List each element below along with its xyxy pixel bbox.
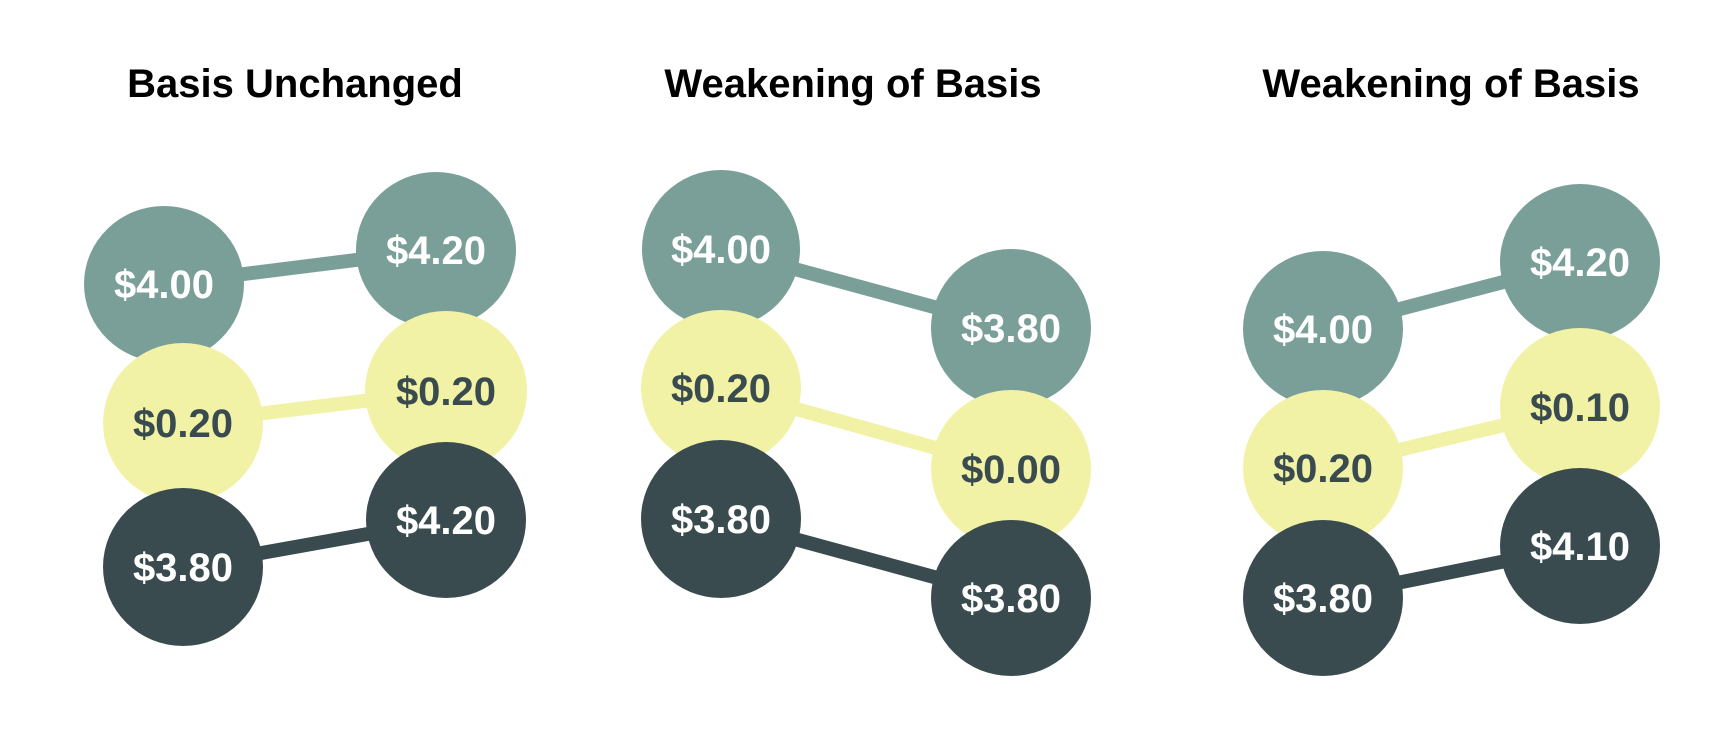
panel-title: Weakening of Basis (1262, 62, 1639, 106)
row-yellow: $0.20 $0.10 (1243, 328, 1660, 546)
node-after-circle (356, 172, 516, 328)
node-after-value: $0.10 (1530, 386, 1630, 430)
node-after-circle (1500, 468, 1660, 624)
panel-2: Weakening of Basis$4.00$3.80$0.20$0.00$3… (641, 62, 1091, 676)
node-after-value: $4.20 (386, 229, 486, 273)
node-before-circle (1243, 520, 1403, 676)
panel-3: Weakening of Basis $4.00 $4.20 $0.20 $0.10 $3… (1243, 62, 1660, 676)
node-after-circle (365, 311, 527, 471)
row-yellow: $0.20 $0.20 (103, 311, 527, 503)
node-before-circle (84, 206, 244, 362)
node-before-value: $0.20 (671, 367, 771, 411)
row-teal: $4.00 $4.20 (84, 172, 516, 362)
node-before-circle (103, 343, 263, 503)
node-before-circle (103, 488, 263, 646)
node-after-value: $3.80 (961, 307, 1061, 351)
row-dark: $3.80 $3.80 (641, 440, 1091, 676)
node-after-circle (931, 249, 1091, 407)
node-after-circle (931, 520, 1091, 676)
node-before-circle (641, 310, 801, 466)
node-before-circle (1243, 251, 1403, 407)
node-before-value: $4.00 (1273, 308, 1373, 352)
node-before-circle (1243, 390, 1403, 546)
node-after-value: $0.00 (961, 448, 1061, 492)
node-after-value: $0.20 (396, 370, 496, 414)
panel-1: Basis Unchanged$4.00$4.20$0.20$0.20$3.80… (84, 62, 527, 646)
node-before-value: $0.20 (133, 402, 233, 446)
row-dark: $3.80 $4.10 (1243, 468, 1660, 676)
node-before-value: $4.00 (671, 228, 771, 272)
node-before-value: $3.80 (671, 498, 771, 542)
node-after-circle (366, 442, 526, 598)
node-before-value: $3.80 (1273, 577, 1373, 621)
node-before-value: $0.20 (1273, 447, 1373, 491)
node-after-circle (1500, 184, 1660, 340)
row-yellow: $0.20 $0.00 (641, 310, 1091, 548)
node-after-value: $3.80 (961, 577, 1061, 621)
row-dark: $3.80 $4.20 (103, 442, 526, 646)
node-after-value: $4.20 (396, 499, 496, 543)
row-teal: $4.00 $4.20 (1243, 184, 1660, 407)
panel-title: Basis Unchanged (127, 62, 463, 106)
node-after-circle (931, 390, 1091, 548)
node-before-circle (641, 440, 801, 598)
row-teal: $4.00 $3.80 (642, 170, 1091, 407)
node-before-value: $4.00 (114, 263, 214, 307)
panel-title: Weakening of Basis (664, 62, 1041, 106)
node-after-value: $4.10 (1530, 525, 1630, 569)
node-after-circle (1500, 328, 1660, 486)
node-after-value: $4.20 (1530, 241, 1630, 285)
node-before-value: $3.80 (133, 546, 233, 590)
node-before-circle (642, 170, 800, 328)
